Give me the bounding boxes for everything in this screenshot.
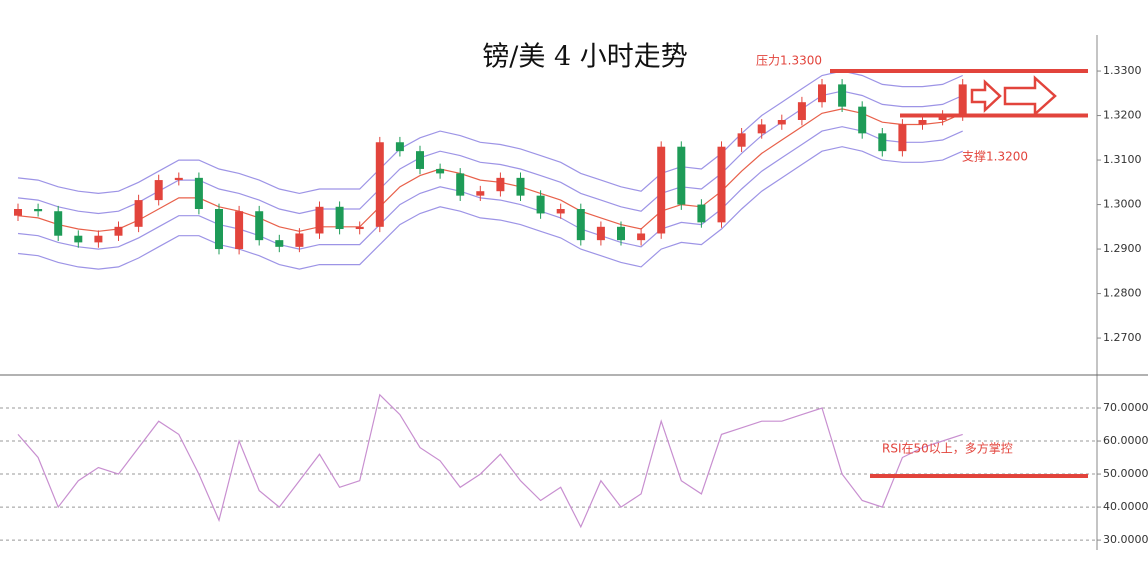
y-tick-label: 50.0000 (1103, 467, 1148, 480)
candle-body (335, 206, 344, 230)
candle-body (918, 120, 927, 125)
candle-body (134, 200, 143, 227)
candle-body (34, 209, 43, 212)
candle-body (717, 146, 726, 223)
candle-body (154, 180, 163, 201)
annotation: 压力1.3300 (756, 54, 822, 68)
candle-body (174, 177, 183, 181)
annotation: RSI在50以上，多方掌控 (882, 441, 1013, 456)
candle-body (14, 209, 22, 216)
candle-body (395, 142, 404, 152)
candle-body (476, 191, 485, 196)
candle-body (295, 233, 304, 247)
y-tick-label: 70.0000 (1103, 401, 1148, 414)
candle-body (898, 124, 907, 152)
candle-body (496, 177, 505, 192)
candle-body (375, 142, 384, 227)
candle-body (938, 115, 947, 120)
candle-body (838, 84, 847, 107)
overlay-line (17, 146, 963, 270)
candle-body (818, 84, 826, 103)
overlay-line (17, 126, 963, 250)
y-tick-label: 60.0000 (1103, 434, 1148, 447)
candle-body (255, 211, 264, 241)
annotation: 支撑1.3200 (962, 149, 1028, 164)
overlay-line (17, 108, 963, 232)
candle-body (878, 133, 887, 152)
y-tick-label: 40.0000 (1103, 500, 1148, 513)
overlay-line (17, 70, 963, 195)
candle-body (556, 209, 565, 214)
candle-body (194, 177, 203, 210)
candle-body (797, 102, 806, 120)
candle-body (416, 151, 424, 169)
candle-body (657, 146, 666, 234)
candle-body (94, 235, 103, 243)
candle-body (74, 235, 83, 243)
y-tick-label: 1.2700 (1103, 331, 1142, 344)
candle-body (315, 206, 324, 234)
candle-body (215, 209, 223, 250)
y-tick-label: 1.3200 (1103, 109, 1142, 122)
rsi-line (17, 393, 963, 529)
candle-body (958, 84, 967, 116)
candle-body (235, 211, 244, 250)
y-tick-label: 1.2900 (1103, 242, 1142, 255)
candle-body (576, 209, 585, 241)
candle-body (596, 226, 605, 241)
candle-body (637, 233, 646, 241)
candle-body (114, 226, 123, 236)
y-tick-label: 1.3100 (1103, 153, 1142, 166)
candle-body (697, 204, 706, 223)
candle-body (757, 124, 766, 134)
candle-body (737, 133, 746, 147)
candle-body (516, 177, 525, 196)
y-tick-label: 30.0000 (1103, 533, 1148, 546)
chart-title: 镑/美 4 小时走势 (482, 42, 687, 73)
candle-body (617, 226, 625, 241)
candle-body (275, 240, 284, 247)
arrow (1003, 75, 1057, 117)
candle-body (536, 195, 545, 214)
candle-body (677, 146, 686, 205)
candle-body (436, 168, 445, 174)
candle-body (858, 106, 867, 134)
candle-body (456, 173, 465, 196)
y-tick-label: 1.3000 (1103, 198, 1142, 211)
candle-body (777, 120, 786, 125)
y-tick-label: 1.2800 (1103, 287, 1142, 300)
candle-body (54, 211, 63, 236)
y-tick-label: 1.3300 (1103, 64, 1142, 77)
arrow (970, 79, 1002, 113)
candle-body (355, 226, 364, 230)
